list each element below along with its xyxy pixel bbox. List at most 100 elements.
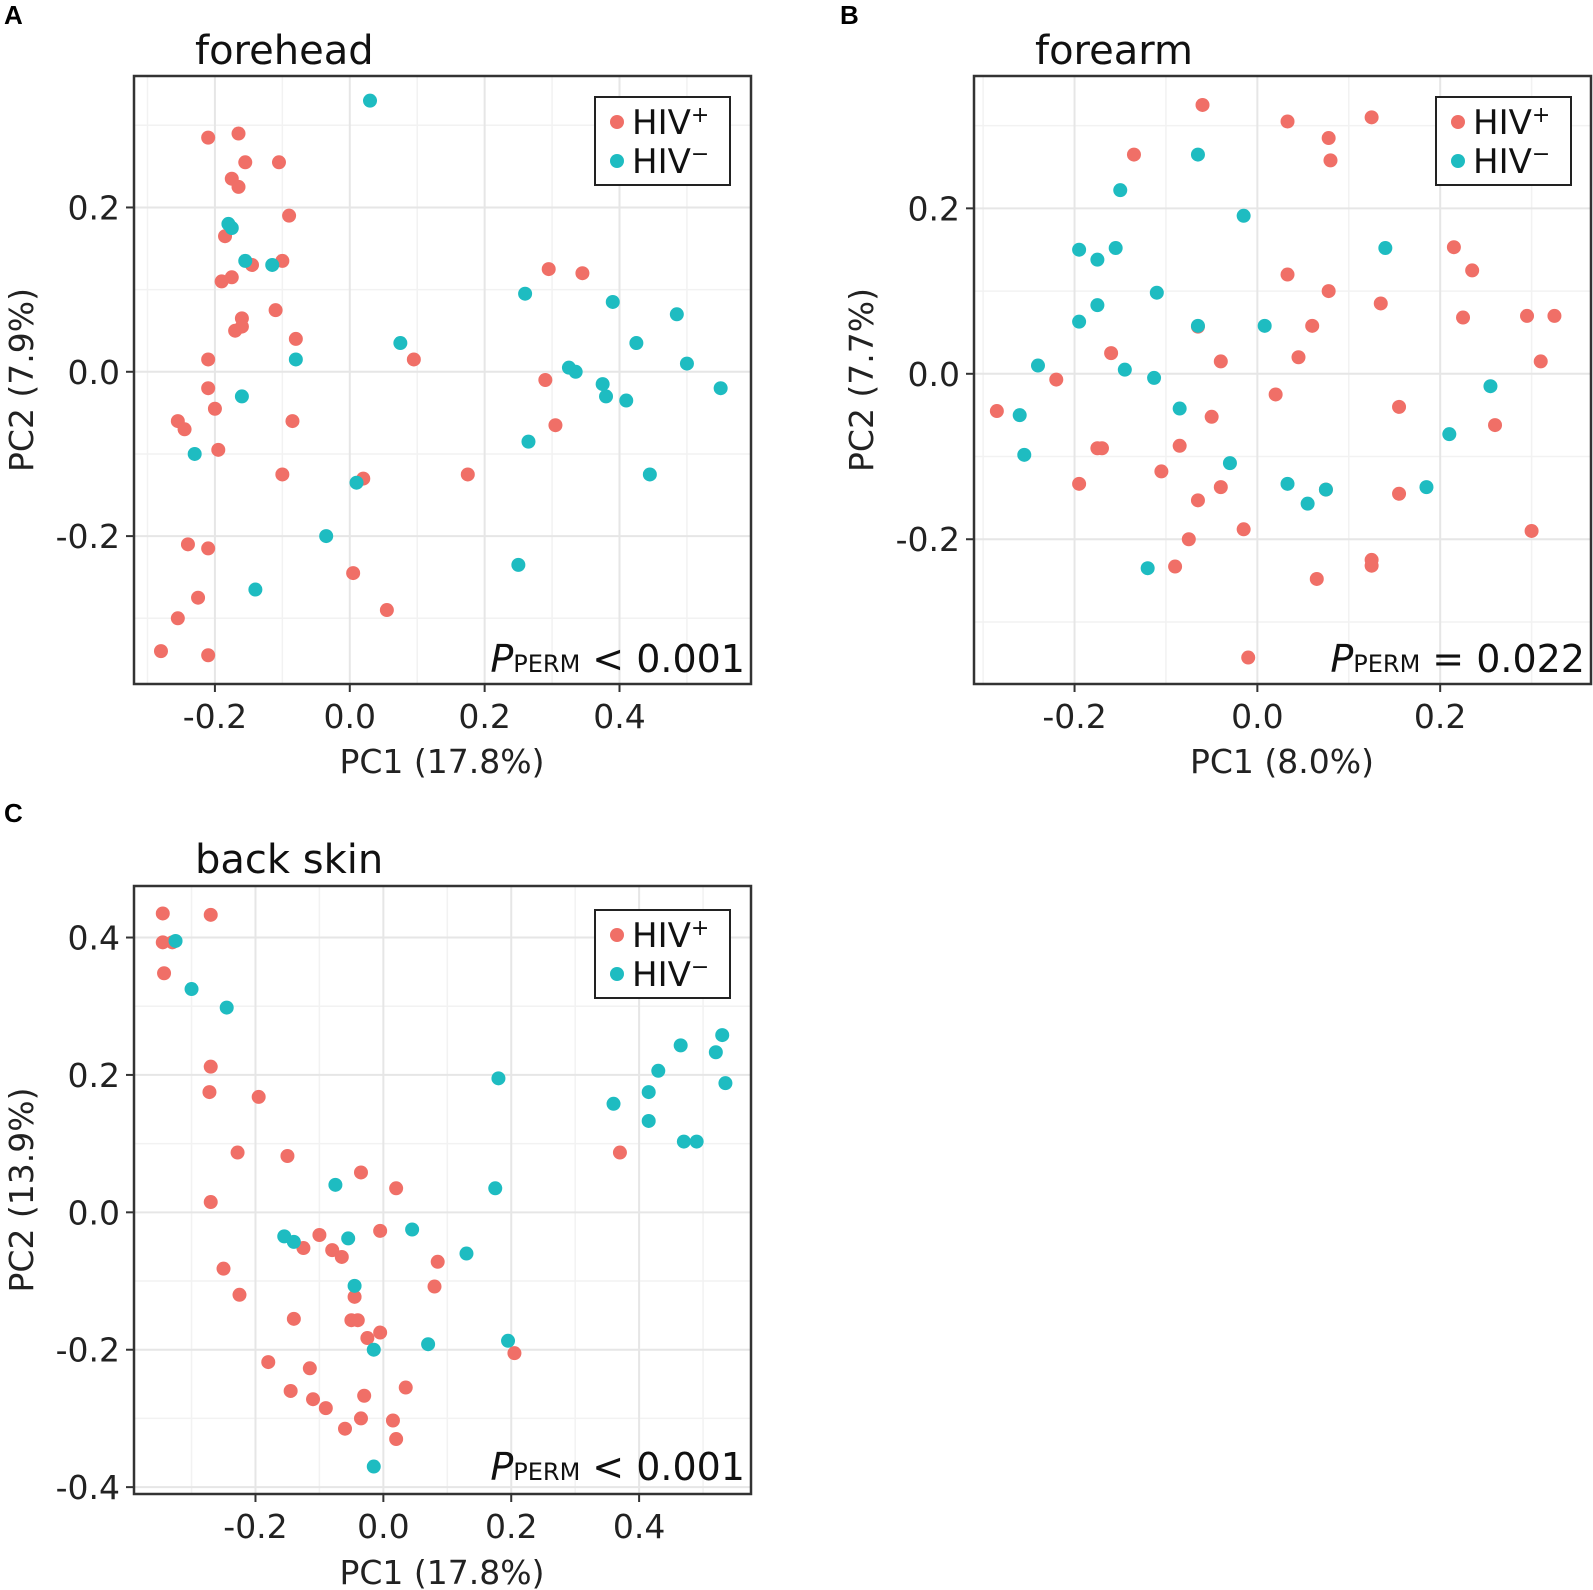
data-point-hiv-pos: [1190, 493, 1205, 508]
legend: HIV+ HIV−: [594, 909, 731, 999]
data-point-hiv-neg: [676, 1134, 691, 1149]
legend-label-hiv-pos: HIV+: [632, 916, 709, 956]
data-point-hiv-neg: [1442, 427, 1457, 442]
data-point-hiv-pos: [155, 935, 170, 950]
data-point-hiv-neg: [168, 933, 183, 948]
data-point-hiv-pos: [1104, 346, 1119, 361]
data-point-hiv-neg: [1017, 447, 1032, 462]
data-point-hiv-neg: [363, 93, 378, 108]
points: [989, 97, 1562, 665]
data-point-hiv-pos: [398, 1380, 413, 1395]
data-point-hiv-pos: [286, 1311, 301, 1326]
data-point-hiv-neg: [511, 557, 526, 572]
grid: [134, 76, 751, 684]
panel-forearm: forearm -0.2 0.0 0.2-0.20.00.2 PC1 (8.0%) …: [842, 28, 1593, 781]
data-point-hiv-neg: [286, 1234, 301, 1249]
data-point-hiv-pos: [1323, 153, 1338, 168]
y-axis-label: PC2 (7.7%): [842, 288, 881, 472]
chart-title-forehead: forehead: [195, 28, 374, 74]
data-point-hiv-neg: [265, 257, 280, 272]
legend-marker-hiv-pos: [1451, 115, 1465, 129]
x-tick-label: 0.2: [485, 1507, 537, 1546]
data-point-hiv-neg: [288, 352, 303, 367]
data-point-hiv-neg: [1072, 242, 1087, 257]
x-axis-label: PC1 (17.8%): [339, 742, 544, 781]
data-point-hiv-neg: [568, 364, 583, 379]
data-point-hiv-pos: [216, 1261, 231, 1276]
ticks: -0.2 0.0 0.2 0.4 -0.2 0.0 0.2: [56, 188, 646, 736]
data-point-hiv-pos: [214, 274, 229, 289]
data-point-hiv-neg: [187, 446, 202, 461]
x-tick-label: -0.2: [223, 1507, 287, 1546]
data-point-hiv-neg: [1378, 241, 1393, 256]
data-point-hiv-pos: [334, 1249, 349, 1264]
data-point-hiv-pos: [1168, 559, 1183, 574]
data-point-hiv-pos: [201, 130, 216, 145]
data-point-hiv-neg: [248, 582, 263, 597]
data-point-hiv-pos: [201, 381, 216, 396]
ticks: -0.2 0.0 0.2 0.4 -0.4 -0.2 0.0 0.2 0.4: [56, 919, 666, 1546]
data-point-hiv-neg: [1117, 362, 1132, 377]
data-point-hiv-pos: [191, 590, 206, 605]
data-point-hiv-pos: [207, 401, 222, 416]
data-point-hiv-neg: [605, 294, 620, 309]
data-point-hiv-pos: [177, 422, 192, 437]
data-point-hiv-neg: [1149, 285, 1164, 300]
data-point-hiv-neg: [1172, 401, 1187, 416]
data-point-hiv-pos: [427, 1279, 442, 1294]
data-point-hiv-neg: [1147, 370, 1162, 385]
legend: HIV+ HIV−: [594, 96, 731, 186]
x-tick-label: 0.0: [324, 697, 376, 736]
data-point-hiv-neg: [713, 381, 728, 396]
panel-letter-b: B: [840, 0, 859, 30]
x-tick-label: 0.4: [613, 1507, 665, 1546]
data-point-hiv-neg: [319, 529, 334, 544]
data-point-hiv-neg: [421, 1337, 436, 1352]
data-point-hiv-neg: [234, 389, 249, 404]
y-tick-label: 0.4: [68, 919, 120, 958]
data-point-hiv-neg: [1012, 408, 1027, 423]
data-point-hiv-pos: [373, 1325, 388, 1340]
points: [155, 906, 733, 1474]
x-tick-label: 0.0: [357, 1507, 409, 1546]
data-point-hiv-pos: [1181, 532, 1196, 547]
data-point-hiv-pos: [379, 603, 394, 618]
legend-label-hiv-neg: HIV−: [1473, 142, 1550, 182]
data-point-hiv-neg: [1113, 183, 1128, 198]
data-point-hiv-pos: [1280, 267, 1295, 282]
panel-letter-a: A: [4, 0, 23, 30]
data-point-hiv-pos: [1547, 308, 1562, 323]
y-tick-label: 0.0: [68, 353, 120, 392]
y-tick-label: 0.0: [68, 1193, 120, 1232]
data-point-hiv-pos: [280, 1148, 295, 1163]
data-point-hiv-neg: [1072, 314, 1087, 329]
data-point-hiv-pos: [612, 1145, 627, 1160]
y-axis-label: PC2 (13.9%): [2, 1087, 41, 1292]
permanova-annotation: PPERM = 0.022: [1330, 637, 1585, 681]
data-point-hiv-pos: [1524, 523, 1539, 538]
data-point-hiv-pos: [406, 352, 421, 367]
data-point-hiv-neg: [1280, 476, 1295, 491]
data-point-hiv-pos: [347, 1289, 362, 1304]
data-point-hiv-neg: [347, 1278, 362, 1293]
data-point-hiv-neg: [1090, 298, 1105, 313]
data-point-hiv-pos: [203, 907, 218, 922]
data-point-hiv-neg: [708, 1045, 723, 1060]
data-point-hiv-pos: [157, 966, 172, 981]
data-point-hiv-neg: [673, 1038, 688, 1053]
data-point-hiv-pos: [201, 352, 216, 367]
data-point-hiv-pos: [201, 648, 216, 663]
data-point-hiv-pos: [180, 537, 195, 552]
y-tick-label: 0.0: [908, 355, 960, 394]
data-point-hiv-neg: [1140, 561, 1155, 576]
data-point-hiv-neg: [488, 1181, 503, 1196]
data-point-hiv-neg: [393, 336, 408, 351]
x-tick-label: 0.4: [593, 697, 645, 736]
data-point-hiv-pos: [1488, 418, 1503, 433]
data-point-hiv-pos: [1456, 310, 1471, 325]
data-point-hiv-neg: [405, 1222, 420, 1237]
legend-label-hiv-neg: HIV−: [632, 142, 709, 182]
data-point-hiv-pos: [360, 1331, 375, 1346]
data-point-hiv-pos: [1072, 476, 1087, 491]
data-point-hiv-neg: [184, 982, 199, 997]
